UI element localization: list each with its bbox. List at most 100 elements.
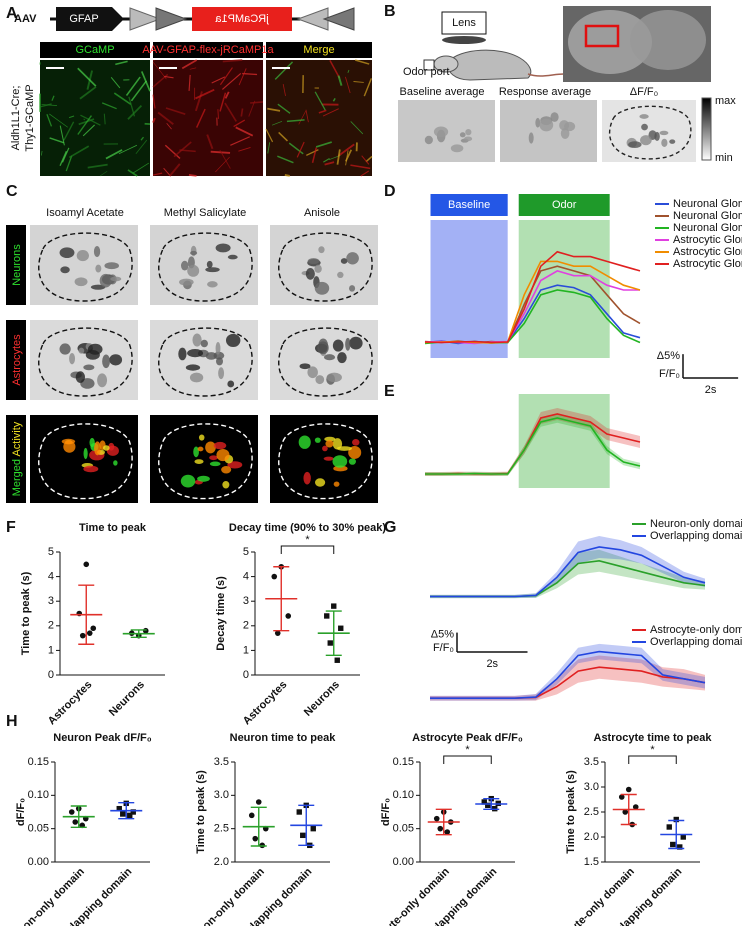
data-point xyxy=(433,815,440,822)
channel-header xyxy=(40,42,150,58)
micrograph-spot xyxy=(95,264,102,273)
micrograph-spot xyxy=(187,349,204,358)
data-point xyxy=(327,640,333,646)
micrograph-spot xyxy=(323,456,334,461)
y-tick-label: 0.05 xyxy=(28,823,49,835)
data-point xyxy=(72,819,79,825)
micrograph-spot xyxy=(113,460,118,466)
micrograph-spot xyxy=(83,465,99,473)
micrograph-texture xyxy=(219,67,233,86)
micrograph-spot xyxy=(299,363,311,370)
panel-label: C xyxy=(6,183,18,200)
micrograph-texture xyxy=(323,158,330,163)
micrograph-spot xyxy=(216,449,230,462)
y-tick-label: 3.5 xyxy=(214,756,229,768)
stimulus-region xyxy=(518,220,610,358)
micrograph-spot xyxy=(179,278,194,286)
glomerular-outline xyxy=(158,423,253,500)
micrograph-spot xyxy=(550,112,559,122)
micrograph-spot xyxy=(93,245,101,258)
micrograph-spot xyxy=(102,354,111,369)
legend-label: Overlapping domain xyxy=(650,636,742,648)
micrograph-spot xyxy=(539,118,554,132)
micrograph-texture xyxy=(99,170,108,177)
micrograph-texture xyxy=(277,155,294,164)
micrograph-texture xyxy=(173,141,192,158)
micrograph-texture xyxy=(152,172,163,176)
micrograph-spot xyxy=(209,461,221,467)
micrograph-spot xyxy=(352,438,360,446)
data-point xyxy=(481,799,487,805)
colorbar xyxy=(701,97,712,161)
micrograph-spot xyxy=(76,249,89,262)
y-axis-label: dF/F₀ xyxy=(380,798,392,826)
data-point xyxy=(255,799,262,805)
micrograph-texture xyxy=(284,173,290,177)
micrograph-spot xyxy=(340,258,348,264)
data-point xyxy=(673,816,679,823)
lens-label: Lens xyxy=(452,17,476,29)
micrograph-spot xyxy=(337,271,344,279)
micrograph-spot xyxy=(205,441,216,454)
y-tick-label: 1 xyxy=(48,644,54,656)
error-band xyxy=(430,643,705,701)
data-point xyxy=(310,825,316,832)
micrograph-texture xyxy=(329,60,341,79)
micrograph-texture xyxy=(87,163,108,169)
micrograph xyxy=(266,60,372,176)
micrograph-spot xyxy=(528,132,534,144)
y-axis-label: dF/F₀ xyxy=(15,798,27,826)
micrograph-texture xyxy=(210,150,231,154)
x-tick-label: Astrocytes xyxy=(241,679,290,728)
micrograph-spot xyxy=(303,471,311,485)
y-tick-label: 0.10 xyxy=(393,789,414,801)
micrograph-spot xyxy=(298,435,311,449)
lox-site xyxy=(155,7,188,31)
row-header xyxy=(6,320,26,400)
y-axis-label: Time to peak (s) xyxy=(195,770,207,854)
micrograph-spot xyxy=(102,445,110,451)
micrograph-texture xyxy=(49,137,65,144)
micrograph-texture xyxy=(238,68,247,86)
micrograph-texture xyxy=(49,113,68,128)
micrograph-spot xyxy=(564,121,576,132)
x-tick-label: Astrocyte-only domain xyxy=(544,865,637,926)
data-point xyxy=(666,824,672,830)
micrograph xyxy=(40,60,150,176)
x-tick-label: Neurons xyxy=(302,679,342,719)
micrograph-texture xyxy=(63,121,75,141)
micrograph-texture xyxy=(163,167,171,177)
significance-bracket xyxy=(280,545,335,554)
micrograph-spot xyxy=(200,339,208,348)
y-tick-label: 1 xyxy=(243,644,249,656)
y-tick-label: 0.05 xyxy=(393,823,414,835)
micrograph-texture xyxy=(296,141,305,158)
micrograph-texture xyxy=(164,75,174,79)
micrograph-texture xyxy=(140,71,151,92)
region-label-box xyxy=(518,194,610,216)
micrograph-texture xyxy=(194,88,215,100)
micrograph xyxy=(150,415,258,503)
micrograph-spot xyxy=(332,339,344,352)
micrograph-texture xyxy=(233,119,246,128)
micrograph-spot xyxy=(669,139,676,144)
micrograph-spot xyxy=(205,267,220,273)
micrograph-texture xyxy=(105,149,123,160)
micrograph-spot xyxy=(305,267,315,280)
micrograph-spot xyxy=(215,341,221,355)
micrograph-texture xyxy=(306,149,319,156)
data-point xyxy=(120,811,126,817)
significance-label: * xyxy=(650,744,655,756)
micrograph-texture xyxy=(365,155,373,163)
micrograph-texture xyxy=(353,80,364,83)
glomerular-outline xyxy=(38,423,133,500)
micrograph-spot xyxy=(337,352,347,364)
micrograph-spot xyxy=(332,455,348,468)
glomerular-outline xyxy=(278,327,373,397)
lens xyxy=(442,36,486,44)
micrograph-texture xyxy=(361,155,370,165)
micrograph-spot xyxy=(628,141,642,148)
micrograph-spot xyxy=(307,258,320,265)
side-label: Thy1-GCaMP xyxy=(24,84,36,151)
